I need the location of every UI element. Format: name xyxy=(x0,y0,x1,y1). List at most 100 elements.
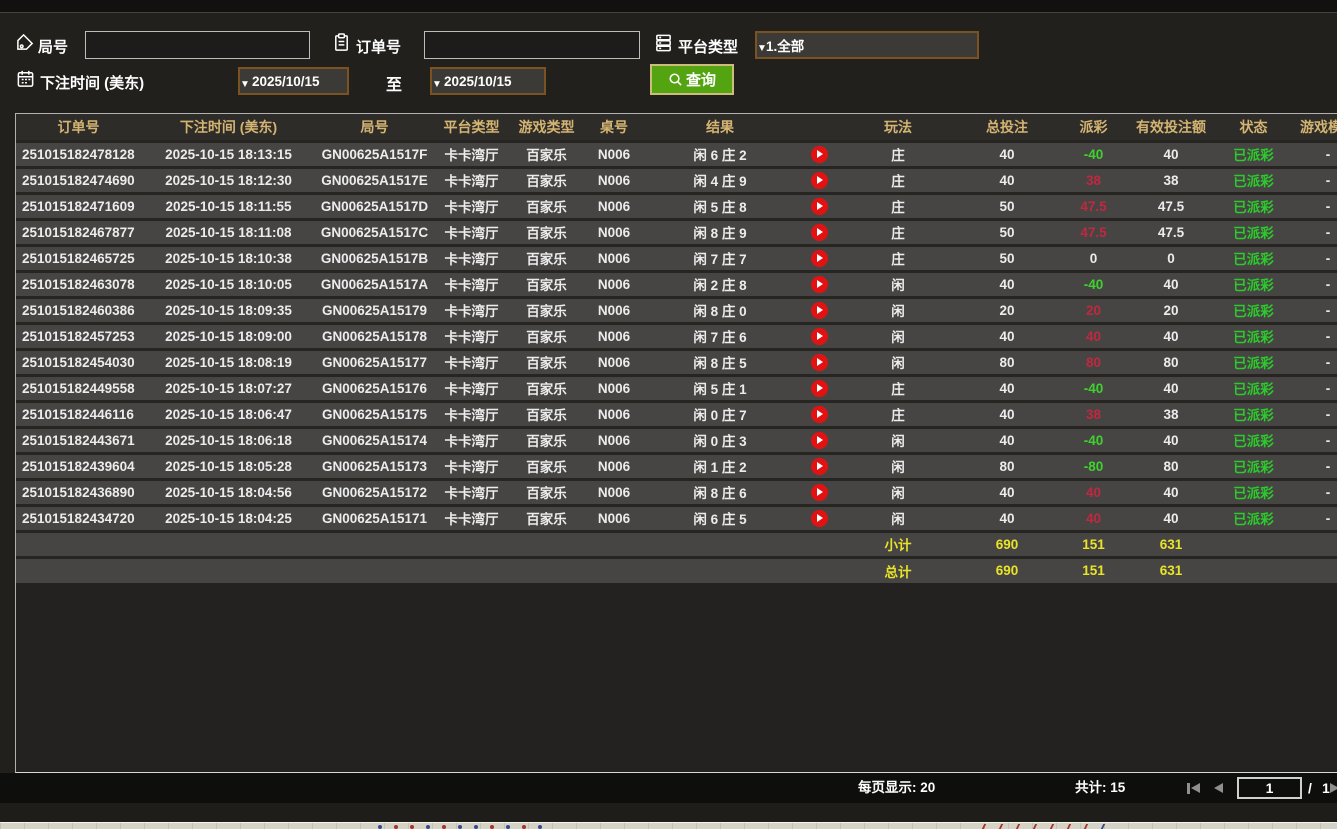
roadmap-bead xyxy=(410,824,414,829)
total-row: 总计 690 151 631 xyxy=(16,555,1337,583)
cell-round-id: GN00625A15174 xyxy=(316,425,433,453)
cell-play-icon xyxy=(795,269,843,297)
prev-page-icon[interactable] xyxy=(1214,783,1223,793)
cell-valid-bet: 38 xyxy=(1126,399,1216,427)
cell-play-icon xyxy=(795,477,843,505)
play-video-icon[interactable] xyxy=(810,145,828,163)
cell-result: 闲 6 庄 2 xyxy=(645,139,795,167)
first-page-icon[interactable] xyxy=(1191,783,1200,793)
cell-valid-bet: 80 xyxy=(1126,451,1216,479)
cell-play-icon xyxy=(795,217,843,245)
cell-payout: 40 xyxy=(1061,321,1126,349)
cell-play-type: 闲 xyxy=(843,347,953,375)
subtotal-row-payout: 151 xyxy=(1061,529,1126,557)
cell-result: 闲 8 庄 6 xyxy=(645,477,795,505)
play-video-icon[interactable] xyxy=(810,171,828,189)
cell-game-type: 百家乐 xyxy=(510,217,583,245)
cell-bet-time: 2025-10-15 18:05:28 xyxy=(141,451,316,479)
cell-result: 闲 6 庄 5 xyxy=(645,503,795,531)
play-video-icon[interactable] xyxy=(810,509,828,527)
cell-platform: 卡卡湾厅 xyxy=(433,321,510,349)
play-video-icon[interactable] xyxy=(810,249,828,267)
date-from-value: 2025/10/15 xyxy=(252,73,320,89)
play-video-icon[interactable] xyxy=(810,379,828,397)
cell-total-bet: 50 xyxy=(953,217,1061,245)
cell-payout: 80 xyxy=(1061,347,1126,375)
play-video-icon[interactable] xyxy=(810,483,828,501)
page-number-input[interactable] xyxy=(1237,777,1302,799)
cell-valid-bet: 38 xyxy=(1126,165,1216,193)
cell-status: 已派彩 xyxy=(1216,399,1291,427)
cell-table-no: N006 xyxy=(583,191,645,219)
cell-play-icon xyxy=(795,165,843,193)
date-from-picker[interactable]: 2025/10/15 ▼ xyxy=(238,67,349,95)
cell-status: 已派彩 xyxy=(1216,165,1291,193)
cell-round-id: GN00625A1517A xyxy=(316,269,433,297)
cell-total-bet: 50 xyxy=(953,191,1061,219)
play-video-icon[interactable] xyxy=(810,275,828,293)
play-video-icon[interactable] xyxy=(810,223,828,241)
cell-platform: 卡卡湾厅 xyxy=(433,217,510,245)
cell-play-type: 庄 xyxy=(843,399,953,427)
cell-order-id: 251015182457253 xyxy=(16,321,141,349)
play-video-icon[interactable] xyxy=(810,327,828,345)
cell-game-mode: - xyxy=(1291,269,1337,297)
roadmap-mark xyxy=(998,824,1004,829)
cell-result: 闲 8 庄 5 xyxy=(645,347,795,375)
column-header-bet: 总投注 xyxy=(953,114,1061,141)
cell-result: 闲 8 庄 9 xyxy=(645,217,795,245)
cell-order-id: 251015182471609 xyxy=(16,191,141,219)
platform-type-select[interactable]: 1.全部 ▼ xyxy=(755,31,979,59)
cell-order-id: 251015182449558 xyxy=(16,373,141,401)
cell-platform: 卡卡湾厅 xyxy=(433,503,510,531)
cell-order-id: 251015182443671 xyxy=(16,425,141,453)
play-video-icon[interactable] xyxy=(810,457,828,475)
cell-game-type: 百家乐 xyxy=(510,321,583,349)
cell-round-id: GN00625A1517D xyxy=(316,191,433,219)
play-video-icon[interactable] xyxy=(810,405,828,423)
cell-payout: -40 xyxy=(1061,139,1126,167)
cell-total-bet: 40 xyxy=(953,477,1061,505)
cell-order-id: 251015182465725 xyxy=(16,243,141,271)
table-row: 251015182457253 2025-10-15 18:09:00 GN0062… xyxy=(16,321,1337,349)
cell-result: 闲 4 庄 9 xyxy=(645,165,795,193)
date-to-picker[interactable]: 2025/10/15 ▼ xyxy=(430,67,546,95)
cell-platform: 卡卡湾厅 xyxy=(433,399,510,427)
cell-play-icon xyxy=(795,243,843,271)
cell-bet-time: 2025-10-15 18:08:19 xyxy=(141,347,316,375)
background-game-roadmap-strip xyxy=(0,822,1337,829)
panel-bottom-strip xyxy=(0,803,1337,822)
round-id-input[interactable] xyxy=(85,31,310,59)
cell-play-icon xyxy=(795,295,843,323)
play-video-icon[interactable] xyxy=(810,301,828,319)
subtotal-row-play xyxy=(795,529,843,557)
order-id-input[interactable] xyxy=(424,31,640,59)
cell-valid-bet: 40 xyxy=(1126,425,1216,453)
query-button[interactable]: 查询 xyxy=(650,64,734,95)
cell-play-type: 闲 xyxy=(843,477,953,505)
cell-play-type: 闲 xyxy=(843,503,953,531)
results-table: 订单号 下注时间 (美东) 局号 平台类型 游戏类型 桌号 结果 玩法 总投注 派彩 有效投注额 状态… xyxy=(16,114,1337,583)
play-video-icon[interactable] xyxy=(810,197,828,215)
cell-play-type: 庄 xyxy=(843,139,953,167)
cell-bet-time: 2025-10-15 18:11:08 xyxy=(141,217,316,245)
table-row: 251015182474690 2025-10-15 18:12:30 GN0062… xyxy=(16,165,1337,193)
total-row-platform xyxy=(433,555,510,583)
table-row: 251015182443671 2025-10-15 18:06:18 GN0062… xyxy=(16,425,1337,453)
roadmap-mark xyxy=(1049,824,1055,829)
cell-table-no: N006 xyxy=(583,269,645,297)
column-header-mode: 游戏模式 xyxy=(1291,114,1337,141)
subtotal-row-round xyxy=(316,529,433,557)
first-page-icon[interactable] xyxy=(1187,783,1190,794)
total-row-status xyxy=(1216,555,1291,583)
column-header-playtype: 玩法 xyxy=(843,114,953,141)
cell-total-bet: 40 xyxy=(953,165,1061,193)
total-row-table_no xyxy=(583,555,645,583)
cell-play-icon xyxy=(795,373,843,401)
next-page-icon[interactable] xyxy=(1330,783,1337,793)
cell-table-no: N006 xyxy=(583,165,645,193)
total-row-mode xyxy=(1291,555,1337,583)
play-video-icon[interactable] xyxy=(810,353,828,371)
cell-round-id: GN00625A1517E xyxy=(316,165,433,193)
play-video-icon[interactable] xyxy=(810,431,828,449)
